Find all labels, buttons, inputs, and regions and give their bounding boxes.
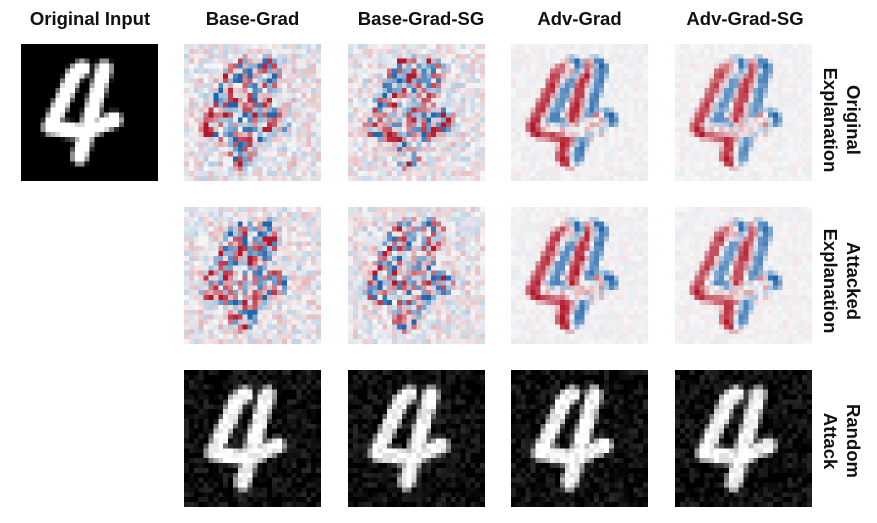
- column-title-adv-grad: Adv-Grad: [537, 8, 622, 29]
- explanation-original-adv-grad-sg: [675, 44, 812, 181]
- row-label-line: Attacked: [843, 241, 864, 321]
- row-label-attacked-explanation: Attacked Explanation: [815, 206, 869, 356]
- column-title-adv-grad-sg: Adv-Grad-SG: [686, 8, 804, 29]
- explanation-original-base-grad: [184, 44, 321, 181]
- column-title-base-grad-sg: Base-Grad-SG: [357, 8, 485, 29]
- row-label-line: Original: [843, 85, 864, 155]
- explanation-attacked-adv-grad-sg: [675, 207, 812, 344]
- explanation-attacked-adv-grad: [511, 207, 648, 344]
- random-attack-adv-grad: [511, 370, 648, 507]
- row-label-original-explanation: Original Explanation: [815, 45, 869, 195]
- column-title-base-grad: Base-Grad: [205, 8, 300, 29]
- column-title-original-input: Original Input: [29, 8, 151, 29]
- explanation-attacked-base-grad-sg: [348, 207, 485, 344]
- explanation-original-base-grad-sg: [348, 44, 485, 181]
- row-label-line: Attack: [820, 412, 841, 470]
- row-label-line: Random: [843, 404, 864, 478]
- explanation-original-adv-grad: [511, 44, 648, 181]
- random-attack-base-grad: [184, 370, 321, 507]
- row-label-random-attack: Random Attack: [815, 366, 869, 516]
- random-attack-adv-grad-sg: [675, 370, 812, 507]
- original-input-image: [21, 44, 158, 181]
- row-label-line: Explanation: [820, 67, 841, 173]
- explanation-attacked-base-grad: [184, 207, 321, 344]
- random-attack-base-grad-sg: [348, 370, 485, 507]
- row-label-line: Explanation: [820, 228, 841, 334]
